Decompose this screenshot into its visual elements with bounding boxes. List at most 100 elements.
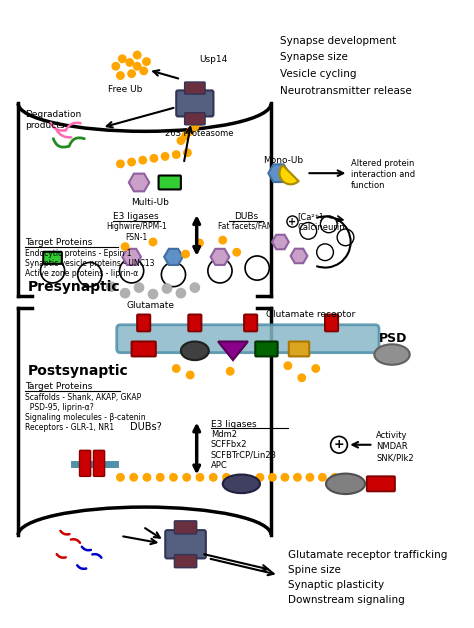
Circle shape [118, 55, 126, 63]
Circle shape [196, 118, 203, 126]
Circle shape [126, 59, 134, 66]
Circle shape [161, 153, 169, 160]
Text: Target Proteins: Target Proteins [25, 238, 92, 247]
FancyBboxPatch shape [159, 175, 181, 190]
FancyBboxPatch shape [174, 521, 197, 534]
FancyBboxPatch shape [184, 112, 205, 125]
Polygon shape [164, 249, 183, 265]
Circle shape [119, 259, 144, 283]
FancyBboxPatch shape [93, 450, 105, 477]
FancyBboxPatch shape [289, 342, 309, 357]
Text: Active zone proteins - liprin-α: Active zone proteins - liprin-α [25, 269, 138, 278]
Circle shape [223, 474, 230, 481]
FancyBboxPatch shape [165, 530, 206, 558]
Circle shape [287, 216, 298, 227]
Text: Synaptic plasticity: Synaptic plasticity [288, 580, 384, 590]
Polygon shape [122, 249, 141, 265]
Circle shape [78, 263, 102, 286]
Circle shape [196, 239, 203, 247]
Text: Spine size: Spine size [288, 565, 341, 575]
Text: SCFBTrCP/Lin23: SCFBTrCP/Lin23 [210, 450, 277, 459]
Circle shape [269, 474, 276, 481]
Circle shape [150, 154, 158, 162]
Circle shape [143, 474, 151, 481]
Circle shape [143, 58, 150, 65]
Circle shape [173, 151, 180, 158]
Circle shape [128, 158, 135, 166]
Circle shape [117, 474, 124, 481]
Circle shape [186, 371, 194, 379]
Text: [Ca²⁺]
Calcineurin: [Ca²⁺] Calcineurin [297, 212, 345, 232]
Circle shape [139, 156, 146, 164]
Circle shape [117, 72, 124, 79]
Text: Mono-Ub: Mono-Ub [263, 156, 303, 165]
Text: Fat facets/FAM: Fat facets/FAM [219, 222, 273, 230]
Ellipse shape [223, 475, 260, 493]
Circle shape [176, 288, 185, 298]
FancyBboxPatch shape [325, 315, 338, 332]
Circle shape [191, 123, 199, 131]
Circle shape [40, 259, 64, 283]
Circle shape [312, 365, 319, 372]
Circle shape [140, 67, 147, 75]
Text: Neurotransmitter release: Neurotransmitter release [281, 86, 412, 95]
Ellipse shape [374, 344, 410, 365]
Polygon shape [291, 249, 307, 263]
Text: APC: APC [210, 460, 228, 470]
Text: Endocytic proteins - Epsin 1: Endocytic proteins - Epsin 1 [25, 249, 131, 257]
Text: +: + [289, 217, 297, 227]
FancyBboxPatch shape [132, 342, 156, 357]
Text: E3 ligases: E3 ligases [210, 420, 256, 429]
Circle shape [306, 474, 314, 481]
Text: Glutamate receptor trafficking: Glutamate receptor trafficking [288, 550, 447, 560]
Text: PSD: PSD [379, 332, 407, 345]
Circle shape [300, 222, 317, 239]
FancyBboxPatch shape [80, 450, 91, 477]
Circle shape [135, 283, 144, 292]
Circle shape [156, 474, 164, 481]
FancyBboxPatch shape [184, 82, 205, 94]
Text: Usp14: Usp14 [200, 55, 228, 64]
FancyBboxPatch shape [244, 315, 257, 332]
Text: Target Proteins: Target Proteins [25, 382, 92, 391]
Circle shape [121, 243, 129, 251]
Text: Highwire/RPM-1
FSN-1: Highwire/RPM-1 FSN-1 [106, 222, 167, 242]
Circle shape [170, 474, 177, 481]
Text: DUBs?: DUBs? [130, 421, 162, 431]
Text: DUBs: DUBs [234, 212, 258, 221]
Circle shape [190, 283, 200, 292]
Circle shape [196, 474, 204, 481]
Ellipse shape [181, 342, 209, 360]
FancyBboxPatch shape [188, 315, 201, 332]
Circle shape [148, 290, 158, 299]
Circle shape [134, 63, 141, 70]
Text: Activity
NMDAR
SNK/Plk2: Activity NMDAR SNK/Plk2 [376, 431, 414, 462]
Circle shape [337, 229, 354, 246]
Circle shape [233, 249, 240, 256]
Circle shape [161, 263, 185, 286]
Circle shape [344, 474, 351, 481]
Circle shape [120, 288, 130, 298]
Circle shape [117, 160, 124, 168]
Polygon shape [129, 173, 149, 192]
Circle shape [227, 367, 234, 375]
Circle shape [182, 251, 189, 258]
Text: Synaptic vesicle proteins - UNC13: Synaptic vesicle proteins - UNC13 [25, 259, 154, 268]
Circle shape [128, 70, 135, 77]
Circle shape [256, 474, 264, 481]
Text: Altered protein
interaction and
function: Altered protein interaction and function [351, 160, 415, 190]
Circle shape [173, 365, 180, 372]
Text: Postsynaptic: Postsynaptic [27, 364, 128, 378]
Circle shape [320, 216, 337, 233]
FancyBboxPatch shape [176, 90, 213, 116]
Text: E3 ligases: E3 ligases [113, 212, 159, 221]
Text: 26S Proteasome: 26S Proteasome [165, 129, 234, 138]
Text: Glutamate receptor: Glutamate receptor [265, 310, 355, 319]
Circle shape [294, 474, 301, 481]
Polygon shape [268, 165, 289, 182]
Polygon shape [272, 235, 289, 249]
Circle shape [112, 63, 119, 70]
Text: Presynaptic: Presynaptic [27, 280, 120, 294]
FancyBboxPatch shape [367, 477, 395, 491]
Circle shape [331, 436, 347, 453]
